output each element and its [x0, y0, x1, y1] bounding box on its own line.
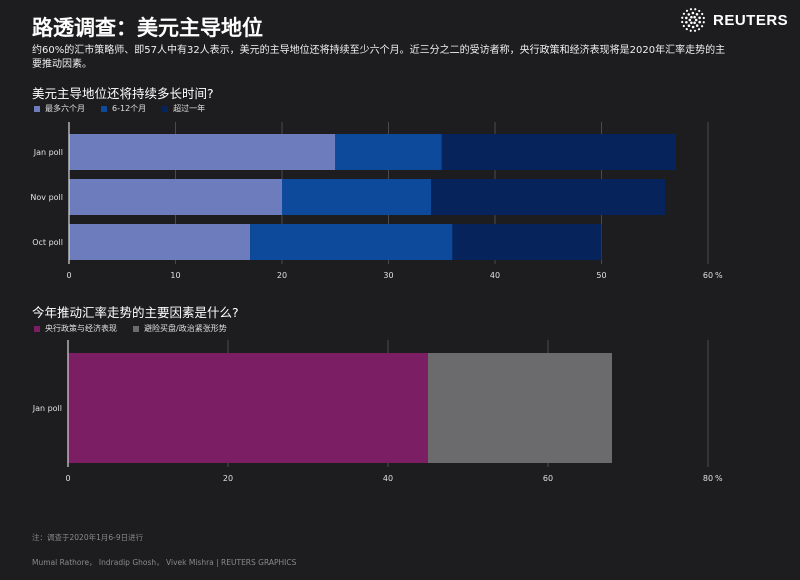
logo-dot: [685, 20, 688, 24]
legend-swatch: [101, 105, 107, 112]
logo-dot: [702, 21, 705, 24]
logo-dot: [694, 18, 698, 22]
legend-item: 央行政策与经济表现: [34, 323, 117, 334]
unit-label: %: [715, 474, 723, 483]
tick-label: 20: [277, 271, 287, 280]
bar-segment: [441, 134, 677, 170]
logo-dot: [681, 16, 684, 19]
drivers-bar-chart: Jan poll 0 20 40 60 80%: [32, 340, 723, 483]
legend-label: 6-12个月: [112, 104, 147, 113]
category-label: Jan poll: [33, 148, 63, 157]
chart-2-title: 今年推动汇率走势的主要因素是什么?: [32, 305, 239, 320]
tick-label: 30: [383, 271, 393, 280]
logo-dot: [685, 27, 688, 31]
bar-segment: [282, 179, 432, 215]
reuters-dots-icon: [681, 8, 705, 32]
tick-label: 60: [703, 271, 713, 280]
tick-label: 20: [223, 474, 233, 483]
duration-bar-chart: Jan poll Nov poll Oct poll 0 10 20 30 40 50 60%: [30, 122, 723, 280]
bar-segment: [335, 134, 442, 170]
logo-dot: [702, 16, 705, 20]
legend-swatch: [34, 105, 40, 112]
tick-label: 40: [490, 271, 500, 280]
category-label: Jan poll: [32, 404, 62, 413]
tick-label: 40: [383, 474, 393, 483]
footnote: 注：调查于2020年1月6-9日进行: [32, 533, 144, 542]
logo-dot: [691, 11, 695, 15]
legend-label: 最多六个月: [45, 104, 85, 113]
logo-dot: [689, 29, 692, 32]
logo-dot: [687, 13, 691, 16]
logo-dot: [695, 24, 699, 27]
logo-dot: [698, 16, 701, 20]
logo-dot: [682, 24, 685, 28]
legend-item: 最多六个月: [34, 103, 85, 114]
category-label: Nov poll: [30, 193, 63, 202]
bar-segment: [68, 353, 428, 463]
logo-dot: [682, 12, 686, 15]
legend-label: 避险买盘/政治紧张形势: [144, 324, 227, 333]
reuters-logo: REUTERS: [678, 6, 790, 34]
logo-dot: [694, 8, 697, 11]
tick-label: 50: [596, 271, 606, 280]
tick-label: 0: [65, 474, 70, 483]
logo-dot: [685, 16, 688, 20]
bar-segment: [428, 353, 612, 463]
logo-dot: [698, 20, 701, 24]
page-subtitle: 约60%的汇市策略师、即57人中有32人表示，美元的主导地位还将持续至少六个月。…: [32, 45, 726, 70]
logo-dot: [681, 20, 684, 24]
legend-item: 避险买盘/政治紧张形势: [133, 323, 227, 334]
legend-swatch: [34, 325, 40, 332]
logo-text: REUTERS: [713, 11, 789, 29]
tick-label: 10: [170, 271, 180, 280]
legend-swatch: [162, 105, 169, 112]
logo-dot: [701, 12, 704, 16]
logo-dot: [700, 25, 704, 28]
bar-segment: [431, 179, 666, 215]
bar-segment: [69, 224, 251, 260]
legend-item: 6-12个月: [101, 103, 146, 114]
chart-2-legend: 央行政策与经济表现 避险买盘/政治紧张形势: [34, 323, 243, 334]
legend-item: 超过一年: [162, 103, 205, 114]
page-title: 路透调查：美元主导地位: [32, 16, 263, 40]
legend-swatch: [133, 325, 139, 332]
logo-dot: [690, 15, 693, 19]
logo-dot: [695, 12, 699, 16]
tick-label: 80: [703, 474, 713, 483]
legend-label: 超过一年: [173, 104, 206, 113]
chart-1-legend: 最多六个月 6-12个月 超过一年: [34, 103, 221, 114]
category-label: Oct poll: [32, 238, 63, 247]
tick-label: 0: [66, 271, 71, 280]
logo-dot: [693, 15, 696, 19]
logo-dot: [690, 21, 693, 25]
logo-dot: [693, 21, 696, 25]
logo-dot: [689, 8, 693, 11]
chart-1-title: 美元主导地位还将持续多长时间?: [32, 86, 214, 101]
bar-segment: [250, 224, 453, 260]
logo-dot: [687, 24, 691, 28]
legend-label: 央行政策与经济表现: [45, 324, 117, 333]
logo-dot: [685, 9, 689, 12]
logo-dot: [698, 9, 701, 13]
logo-dot: [688, 18, 692, 22]
bar-segment: [69, 179, 282, 215]
logo-dot: [691, 25, 695, 29]
tick-label: 60: [543, 474, 553, 483]
bar-segment: [69, 134, 336, 170]
bar-segment: [452, 224, 602, 260]
logo-dot: [697, 28, 701, 31]
credits: Mumal Rathore， Indradip Ghosh， Vivek Mis…: [32, 558, 297, 567]
unit-label: %: [715, 271, 723, 280]
logo-dot: [693, 29, 697, 32]
